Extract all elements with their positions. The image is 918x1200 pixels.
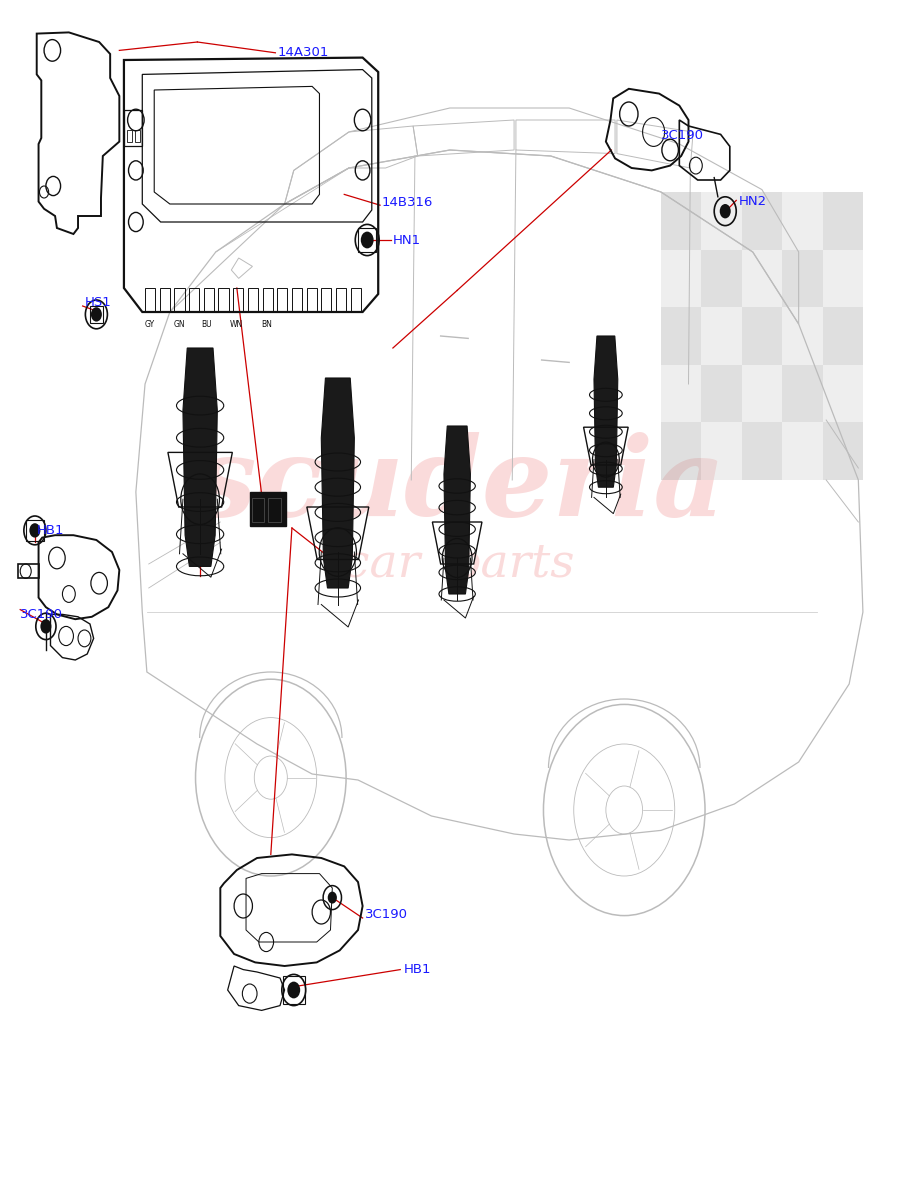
Bar [204, 288, 214, 312]
Text: GN: GN [174, 320, 185, 329]
Text: 3C190: 3C190 [365, 908, 409, 920]
Circle shape [91, 307, 102, 322]
Bar [336, 288, 346, 312]
Circle shape [29, 523, 40, 538]
Bar [252, 498, 264, 522]
Text: HS1: HS1 [84, 296, 111, 308]
Text: HN1: HN1 [393, 234, 421, 246]
Polygon shape [321, 378, 354, 588]
Text: HN2: HN2 [739, 196, 767, 208]
Bar [263, 288, 273, 312]
Bar [701, 422, 742, 480]
Bar [782, 250, 823, 307]
Bar [742, 192, 782, 250]
Bar [782, 192, 823, 250]
Text: 3C190: 3C190 [661, 130, 704, 142]
Polygon shape [594, 336, 618, 487]
Circle shape [328, 892, 337, 904]
Bar [823, 192, 863, 250]
Bar [661, 422, 701, 480]
Polygon shape [183, 348, 218, 566]
Bar [135, 130, 140, 142]
Bar [250, 492, 286, 526]
Bar [742, 365, 782, 422]
Text: HB1: HB1 [37, 524, 64, 536]
Circle shape [287, 982, 300, 998]
Bar [823, 365, 863, 422]
Bar [277, 288, 287, 312]
Text: car  parts: car parts [343, 541, 575, 587]
Bar [358, 228, 376, 252]
Text: 14A301: 14A301 [277, 47, 329, 59]
Bar [321, 288, 331, 312]
Bar [782, 365, 823, 422]
Bar [701, 307, 742, 365]
Bar [701, 192, 742, 250]
Text: GY: GY [144, 320, 155, 329]
Bar [292, 288, 302, 312]
Bar [742, 422, 782, 480]
Bar [160, 288, 170, 312]
Bar [661, 192, 701, 250]
Text: 3C190: 3C190 [20, 608, 63, 620]
Bar [701, 365, 742, 422]
Bar [782, 307, 823, 365]
Text: HB1: HB1 [404, 964, 431, 976]
Text: 14B316: 14B316 [382, 197, 433, 209]
Bar [661, 250, 701, 307]
Circle shape [720, 204, 731, 218]
Bar [823, 250, 863, 307]
Bar [661, 365, 701, 422]
Bar [283, 976, 305, 1004]
Bar [248, 288, 258, 312]
Text: WN: WN [230, 320, 243, 329]
Bar [127, 130, 132, 142]
Bar [90, 306, 103, 323]
Bar [307, 288, 317, 312]
Bar [218, 288, 229, 312]
Bar [701, 250, 742, 307]
Bar [661, 307, 701, 365]
Polygon shape [444, 426, 470, 594]
Bar [233, 288, 243, 312]
Bar [351, 288, 361, 312]
Bar [174, 288, 185, 312]
Text: BU: BU [201, 320, 212, 329]
Circle shape [361, 232, 374, 248]
Bar [823, 307, 863, 365]
Circle shape [40, 619, 51, 634]
Bar [823, 422, 863, 480]
Bar [145, 288, 155, 312]
Text: BN: BN [261, 320, 272, 329]
Bar [782, 422, 823, 480]
Bar [124, 110, 142, 146]
Bar [268, 498, 281, 522]
Bar [742, 250, 782, 307]
Bar [26, 520, 44, 541]
Bar [189, 288, 199, 312]
Text: scuderia: scuderia [193, 432, 725, 540]
Bar [742, 307, 782, 365]
